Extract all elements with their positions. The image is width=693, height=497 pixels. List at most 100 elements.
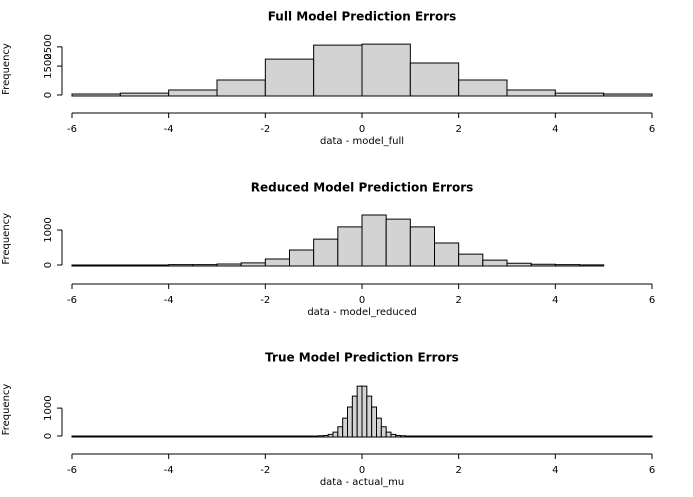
- histogram-bar: [245, 435, 252, 438]
- y-axis-label: Frequency: [1, 213, 12, 265]
- histogram-bar: [153, 435, 160, 438]
- histogram-bar: [240, 262, 266, 267]
- x-tick-label: 6: [649, 124, 655, 135]
- histogram-bar: [269, 435, 276, 438]
- histogram-bar: [385, 218, 411, 267]
- histogram-bar: [260, 435, 266, 438]
- histogram-bar: [71, 264, 97, 267]
- y-tick-label: 2500: [43, 34, 54, 59]
- histogram-bar: [168, 264, 194, 267]
- histogram-bar: [390, 433, 397, 438]
- histogram-bar: [192, 435, 199, 438]
- chart-title: Full Model Prediction Errors: [268, 10, 457, 24]
- histogram-bar: [100, 435, 107, 438]
- histogram-bar: [443, 435, 450, 438]
- histogram-bar: [535, 435, 542, 438]
- histogram-bar: [409, 435, 416, 438]
- histogram-bar: [579, 264, 605, 267]
- histogram-bar: [158, 435, 165, 438]
- histogram-bar: [231, 435, 237, 438]
- x-tick-label: -6: [67, 124, 77, 135]
- histogram-bar: [453, 435, 460, 438]
- x-tick-label: -6: [67, 295, 77, 306]
- histogram-bar: [574, 435, 580, 438]
- histogram-bar: [530, 263, 556, 267]
- histogram-bar: [226, 435, 232, 438]
- histogram-bar: [458, 79, 508, 97]
- histogram-bar: [139, 435, 145, 438]
- histogram-bar: [603, 93, 653, 97]
- histogram-bar: [163, 435, 170, 438]
- histogram-bar: [81, 435, 87, 438]
- x-tick-label: -2: [260, 295, 270, 306]
- histogram-bar: [347, 406, 353, 438]
- histogram-bar: [646, 435, 653, 438]
- histogram-bar: [554, 435, 561, 438]
- histogram-bar: [414, 435, 421, 438]
- histogram-bar: [477, 435, 484, 438]
- histogram-bar: [506, 435, 513, 438]
- histogram-bar: [144, 435, 150, 438]
- histogram-bar: [559, 435, 566, 438]
- histogram-bar: [409, 62, 460, 97]
- histogram-bar: [521, 435, 527, 438]
- histogram-bar: [105, 435, 112, 438]
- histogram-bar: [593, 435, 600, 438]
- histogram-bar: [119, 435, 126, 438]
- histogram-bar: [366, 395, 373, 438]
- histogram-bar: [144, 264, 170, 267]
- x-tick-label: -4: [164, 295, 174, 306]
- histogram-bar: [235, 435, 242, 438]
- histogram-bar: [463, 435, 469, 438]
- histogram-bar: [298, 435, 305, 438]
- histogram-bar: [550, 435, 556, 438]
- histogram-bar: [530, 435, 537, 438]
- histogram-bar: [182, 435, 189, 438]
- histogram-bar: [168, 435, 174, 438]
- histogram-bar: [385, 431, 392, 438]
- y-axis-label: Frequency: [1, 43, 12, 95]
- x-tick-label: 0: [359, 465, 365, 476]
- histogram-bar: [458, 435, 464, 438]
- x-tick-label: -6: [67, 465, 77, 476]
- histogram-bar: [216, 263, 242, 267]
- histogram-bar: [342, 417, 348, 438]
- histogram-bar: [429, 435, 435, 438]
- histogram-bar: [545, 435, 551, 438]
- histogram-bar: [264, 258, 290, 267]
- y-tick-label: 1500: [43, 53, 54, 78]
- histogram-bar: [424, 435, 431, 438]
- histogram-bar: [632, 435, 638, 438]
- histogram-bar: [603, 435, 609, 438]
- x-tick-label: 4: [552, 465, 558, 476]
- x-tick-label: -2: [260, 465, 270, 476]
- histogram-bar: [434, 242, 460, 267]
- histogram-bar: [482, 259, 508, 267]
- x-tick-label: 2: [455, 295, 461, 306]
- histogram-bar: [148, 435, 155, 438]
- y-tick-label: 0: [43, 262, 54, 268]
- histogram-bar: [496, 435, 503, 438]
- histogram-bar: [129, 435, 136, 438]
- histogram-bar: [177, 435, 184, 438]
- histogram-bar: [506, 89, 556, 97]
- histogram-bar: [289, 435, 295, 438]
- x-tick-label: -4: [164, 124, 174, 135]
- histogram-bar: [361, 385, 368, 438]
- x-axis-label: data - actual_mu: [320, 477, 404, 488]
- histogram-bar: [327, 433, 334, 438]
- histogram-bar: [71, 435, 78, 438]
- histogram-bar: [119, 264, 145, 267]
- histogram-bar: [540, 435, 547, 438]
- histogram-bar: [438, 435, 445, 438]
- histogram-bar: [313, 238, 339, 267]
- histogram-bar: [332, 431, 339, 438]
- histogram-bar: [467, 435, 474, 438]
- histogram-bar: [134, 435, 141, 438]
- histogram-bar: [554, 264, 580, 267]
- histogram-bar: [124, 435, 131, 438]
- histogram-bar: [400, 435, 406, 438]
- histogram-bar: [95, 264, 121, 267]
- histogram-bar: [168, 89, 218, 97]
- x-tick-label: 6: [649, 465, 655, 476]
